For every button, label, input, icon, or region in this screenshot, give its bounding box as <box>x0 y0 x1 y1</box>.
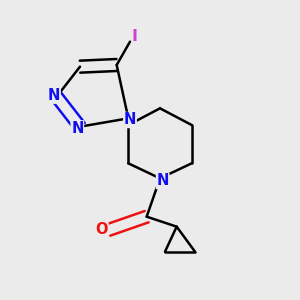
Text: N: N <box>71 121 83 136</box>
Text: N: N <box>48 88 60 103</box>
Text: O: O <box>95 221 108 236</box>
Text: I: I <box>131 29 137 44</box>
Text: N: N <box>124 112 136 128</box>
Text: N: N <box>157 173 169 188</box>
